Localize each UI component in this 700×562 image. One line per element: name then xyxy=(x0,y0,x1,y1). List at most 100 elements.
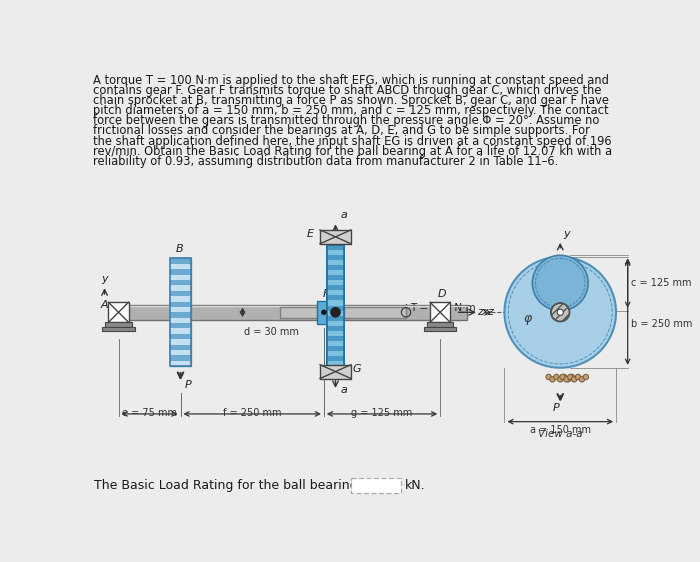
Bar xyxy=(170,291,190,296)
Text: The Basic Load Rating for the ball bearing at A is: The Basic Load Rating for the ball beari… xyxy=(94,479,400,492)
Circle shape xyxy=(583,374,589,380)
Text: kN.: kN. xyxy=(405,479,425,492)
Bar xyxy=(327,255,344,260)
Bar xyxy=(327,341,344,346)
Bar xyxy=(170,269,190,275)
Text: φ: φ xyxy=(523,311,531,324)
Circle shape xyxy=(321,310,327,315)
Text: x: x xyxy=(481,307,488,318)
Text: a: a xyxy=(340,210,347,220)
Text: c = 125 mm: c = 125 mm xyxy=(631,278,692,288)
Bar xyxy=(344,307,406,318)
Bar xyxy=(170,259,190,366)
Text: reliability of 0.93, assuming distribution data from manufacturer 2 in Table 11–: reliability of 0.93, assuming distributi… xyxy=(93,155,558,168)
Circle shape xyxy=(557,309,564,315)
Bar xyxy=(327,291,344,296)
Bar xyxy=(317,301,331,324)
Text: View a-a: View a-a xyxy=(538,429,582,439)
Bar xyxy=(170,264,190,269)
Text: the shaft application defined here, the input shaft EG is driven at a constant s: the shaft application defined here, the … xyxy=(93,134,612,148)
Bar xyxy=(427,323,454,327)
Circle shape xyxy=(331,307,340,317)
Text: D: D xyxy=(438,289,447,299)
Bar xyxy=(327,296,344,301)
Text: P: P xyxy=(184,380,191,390)
Bar xyxy=(351,478,401,493)
Circle shape xyxy=(569,374,575,380)
Bar xyxy=(327,346,344,351)
Text: f = 250 mm: f = 250 mm xyxy=(223,408,281,418)
Text: contains gear F. Gear F transmits torque to shaft ABCD through gear C, which dri: contains gear F. Gear F transmits torque… xyxy=(93,84,601,97)
Circle shape xyxy=(564,377,569,382)
Bar xyxy=(327,244,344,250)
Text: a = 150 mm: a = 150 mm xyxy=(530,425,591,436)
Bar xyxy=(170,361,190,366)
Bar xyxy=(327,244,344,371)
Bar xyxy=(327,356,344,361)
Text: z: z xyxy=(486,307,493,318)
Circle shape xyxy=(560,374,566,380)
Bar xyxy=(170,328,190,334)
Bar xyxy=(327,306,344,311)
Bar xyxy=(170,302,190,307)
Bar xyxy=(327,285,344,291)
Bar xyxy=(102,327,135,331)
Bar xyxy=(170,312,190,318)
Bar xyxy=(105,323,132,327)
Text: frictional losses and consider the bearings at A, D, E, and G to be simple suppo: frictional losses and consider the beari… xyxy=(93,124,590,138)
Circle shape xyxy=(561,374,567,380)
Text: g = 125 mm: g = 125 mm xyxy=(351,408,412,418)
Text: G: G xyxy=(353,364,361,374)
Circle shape xyxy=(551,303,570,321)
Bar xyxy=(327,361,344,366)
Text: z: z xyxy=(477,307,483,316)
Text: chain sprocket at B, transmitting a force P as shown. Sprocket B, gear C, and ge: chain sprocket at B, transmitting a forc… xyxy=(93,94,609,107)
Circle shape xyxy=(571,377,577,382)
Bar xyxy=(327,250,344,255)
Bar xyxy=(327,326,344,331)
Bar xyxy=(108,302,129,323)
Bar xyxy=(327,331,344,336)
Bar xyxy=(170,296,190,302)
Circle shape xyxy=(575,374,581,380)
Bar xyxy=(281,307,327,318)
Circle shape xyxy=(533,255,588,311)
Bar xyxy=(170,275,190,280)
Bar xyxy=(327,265,344,270)
Bar xyxy=(170,350,190,355)
Text: F: F xyxy=(323,289,330,299)
Circle shape xyxy=(579,377,584,382)
Text: B: B xyxy=(176,244,183,254)
Bar xyxy=(170,345,190,350)
Bar xyxy=(320,230,351,244)
Bar xyxy=(170,339,190,345)
Bar xyxy=(327,275,344,280)
Bar xyxy=(327,351,344,356)
Circle shape xyxy=(550,377,555,382)
Bar xyxy=(170,285,190,291)
Bar xyxy=(430,302,450,323)
Text: a: a xyxy=(340,385,347,395)
Bar xyxy=(170,323,190,328)
Circle shape xyxy=(546,374,552,380)
Bar xyxy=(424,327,456,331)
Bar xyxy=(170,318,190,323)
Bar xyxy=(109,305,468,320)
Bar xyxy=(327,321,344,326)
Text: A torque T = 100 N·m is applied to the shaft EFG, which is running at constant s: A torque T = 100 N·m is applied to the s… xyxy=(93,74,609,87)
Bar xyxy=(170,355,190,361)
Circle shape xyxy=(554,374,559,380)
Circle shape xyxy=(557,377,563,382)
Circle shape xyxy=(568,374,573,380)
Text: y: y xyxy=(564,229,570,239)
Text: y: y xyxy=(102,274,108,283)
Bar xyxy=(327,280,344,285)
Bar xyxy=(327,311,344,316)
Bar xyxy=(170,334,190,339)
Text: b = 250 mm: b = 250 mm xyxy=(631,319,692,329)
Bar xyxy=(327,301,344,306)
Bar xyxy=(170,259,190,264)
Bar xyxy=(327,336,344,341)
Text: d = 30 mm: d = 30 mm xyxy=(244,328,299,337)
Text: rev/min. Obtain the Basic Load Rating for the ball bearing at A for a life of 12: rev/min. Obtain the Basic Load Rating fo… xyxy=(93,145,612,158)
